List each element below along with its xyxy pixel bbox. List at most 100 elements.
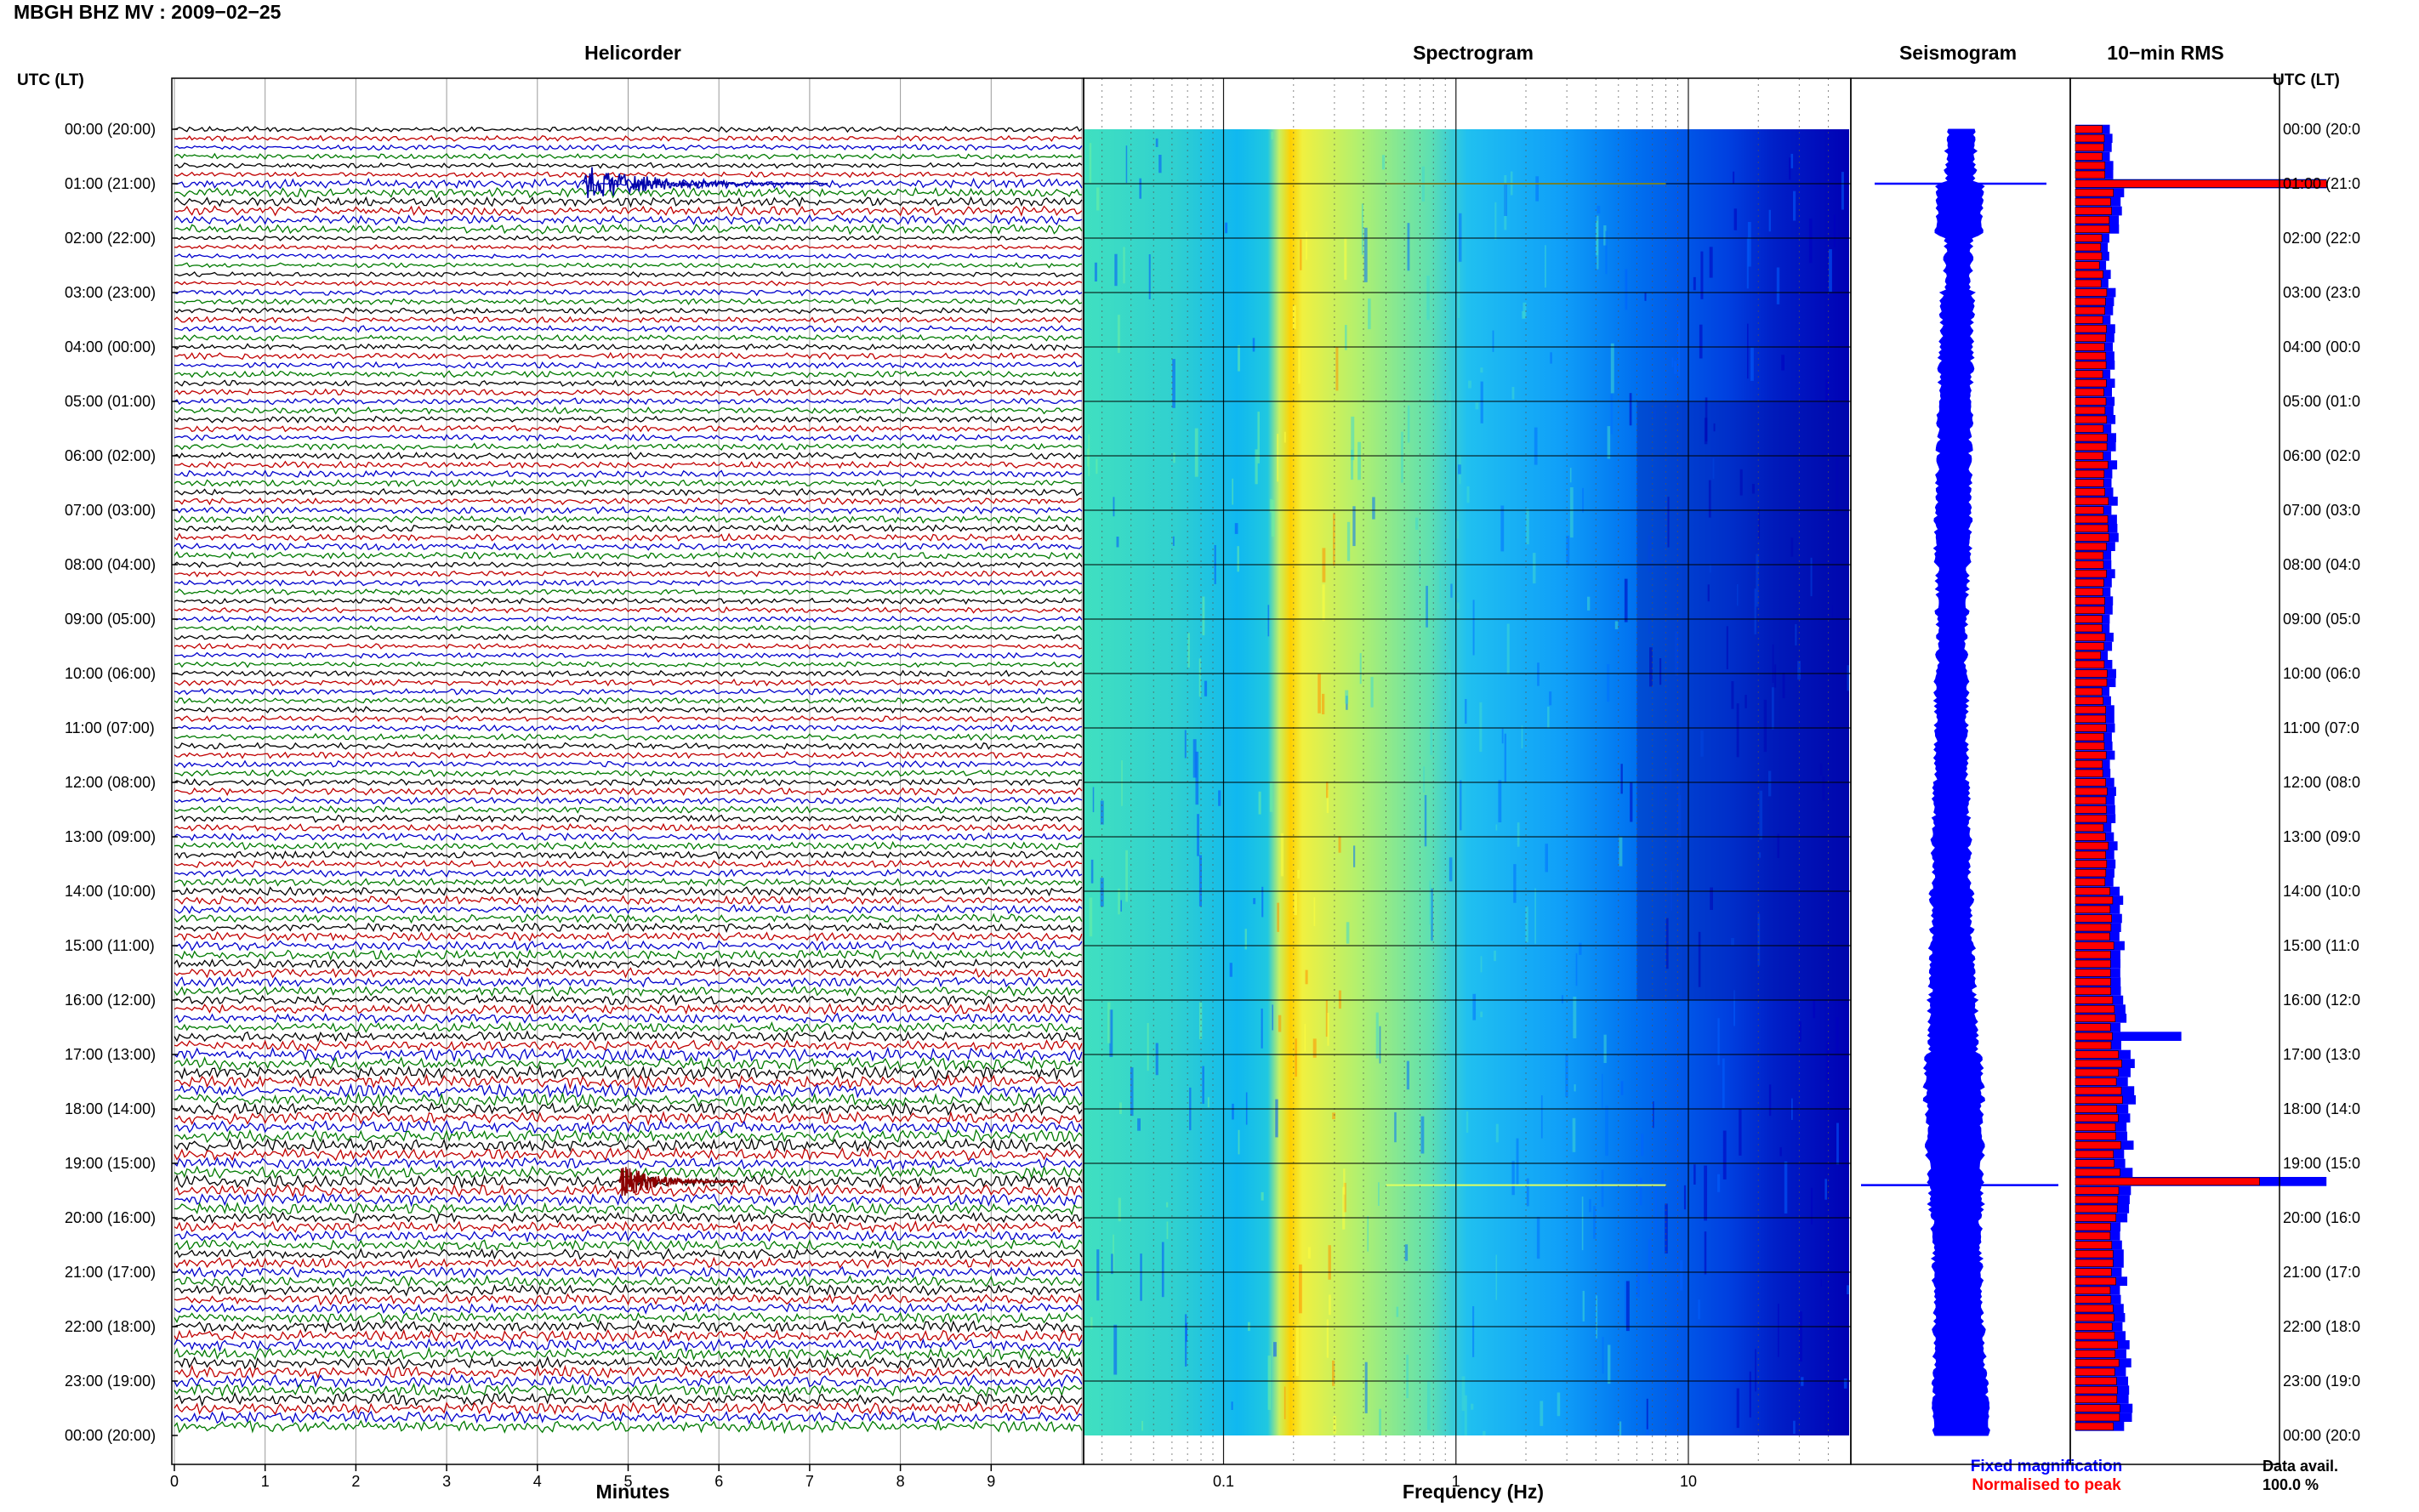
spectrogram-texture [1667,497,1670,548]
helicorder-trace-row [174,442,1083,451]
spectrogram-texture [1523,302,1527,319]
time-label-right: 17:00 (13:0 [2283,1046,2360,1063]
spectrogram-texture [1624,578,1628,622]
spectrogram-texture [1608,1344,1611,1384]
helicorder-trace-row [174,732,1083,742]
helicorder-trace-row [174,840,1083,851]
spectrogram-texture [1768,209,1771,232]
helicorder-trace-row [174,1219,1083,1234]
spectrogram-texture [1501,728,1504,744]
rms-bar-normalised [2075,1186,2120,1195]
helicorder-trace-row [174,948,1083,961]
spectrogram-texture [1096,458,1098,475]
time-label-right: 09:00 (05:0 [2283,611,2360,628]
spectrogram-texture [1333,513,1335,566]
helicorder-trace-row [174,1373,1083,1389]
helicorder-trace-row [174,524,1083,533]
spectrogram-texture [1566,535,1570,566]
rms-bar-normalised [2075,1159,2115,1168]
spectrogram-texture [1351,449,1354,480]
helicorder-trace-row [174,144,1083,151]
spectrogram-texture [1415,517,1419,530]
helicorder-trace-row [174,922,1083,934]
time-label-left: 00:00 (20:00) [65,1427,156,1444]
helicorder-x-axis: 0 1 2 3 4 5 6 7 8 9 [170,1464,995,1490]
spectrogram-texture [1461,1376,1466,1412]
spectrogram-texture [1273,1342,1277,1357]
spectrogram-texture [1198,1002,1203,1040]
spectrogram-texture [1575,952,1578,986]
legend-normalised-to-peak: Normalised to peak [1972,1476,2121,1494]
helicorder-trace-row [174,1401,1083,1416]
spectrogram-texture [1680,1260,1683,1291]
time-label-right: 19:00 (15:0 [2283,1155,2360,1172]
spectrogram-texture [1602,1073,1603,1110]
spectrogram-texture [1549,691,1552,706]
helicorder-trace-row [174,560,1083,569]
spectrogram-texture [1396,1306,1399,1317]
helicorder-trace-row [174,1256,1083,1270]
rms-bar-normalised [2075,1214,2117,1222]
rms-bar-normalised [2075,125,2103,134]
spectrogram-texture [1430,722,1433,755]
rms-bar-normalised [2075,588,2103,596]
rms-bar-normalised [2075,823,2104,832]
helicorder-trace-row [174,1302,1083,1315]
rms-bar-normalised [2075,1350,2116,1358]
spectrogram-texture [1459,780,1462,831]
rms-bar-normalised [2075,533,2109,542]
helicorder-trace-row [174,1265,1083,1279]
spectrogram-texture [1294,892,1297,915]
rms-bar-normalised [2075,660,2105,668]
spectrogram-texture [1194,428,1198,477]
spectrogram-texture [1466,486,1470,503]
helicorder-trace-row [174,832,1083,842]
spectrogram-texture [1184,730,1187,759]
rms-bar-normalised [2075,905,2111,913]
helicorder-panel [174,78,1083,1464]
spectrogram-texture [1300,239,1302,270]
spectrogram-texture [1801,1377,1804,1386]
spectrogram-texture [1120,900,1123,912]
spectrogram-texture [1368,298,1371,330]
rms-bar-normalised [2075,1313,2114,1322]
helicorder-trace-row [174,134,1083,142]
time-label-right: 21:00 (17:0 [2283,1264,2360,1281]
spectrogram-texture [1525,907,1528,943]
spectrogram-texture [1261,1009,1263,1049]
rms-bar-normalised [2075,1105,2117,1113]
rms-bar-normalised [2075,1413,2120,1422]
helicorder-trace-row [174,777,1083,787]
spectrogram-texture [1674,361,1677,374]
spectrogram-texture [1483,1430,1486,1435]
spectrogram-texture [1836,1123,1839,1165]
spectrogram-texture [1261,886,1264,918]
spectrogram-texture [1825,378,1829,411]
rms-bar-normalised [2075,860,2108,868]
data-avail-value: 100.0 % [2262,1476,2319,1493]
rms-bar-normalised [2075,469,2105,478]
helicorder-trace-row [174,1338,1083,1353]
spectrogram-texture [1593,1206,1597,1239]
rms-bar-normalised [2075,687,2103,696]
helicorder-trace-row [174,487,1083,497]
spectrogram-texture [1456,520,1459,539]
spectrogram-texture [1423,766,1426,793]
rms-bar-normalised [2075,605,2105,614]
helicorder-trace-row [174,253,1083,260]
spectrogram-xlabel: Frequency (Hz) [1403,1481,1544,1503]
spectrogram-texture [1844,1259,1847,1272]
spectrogram-texture [1511,387,1515,400]
rms-bar-normalised [2075,1041,2112,1049]
spectrogram-texture [1231,1401,1233,1410]
spectrogram-texture [1304,1023,1306,1052]
helicorder-xtick-label: 5 [623,1473,632,1490]
spectrogram-texture [1306,231,1308,260]
helicorder-trace-row [174,177,1083,190]
spectrogram-texture [1238,1129,1240,1155]
helicorder-trace-row [174,1230,1083,1243]
time-label-right: 18:00 (14:0 [2283,1100,2360,1117]
spectrogram-texture [1776,267,1780,304]
spectrogram-texture [1426,585,1428,628]
rms-bar-normalised [2075,914,2113,923]
